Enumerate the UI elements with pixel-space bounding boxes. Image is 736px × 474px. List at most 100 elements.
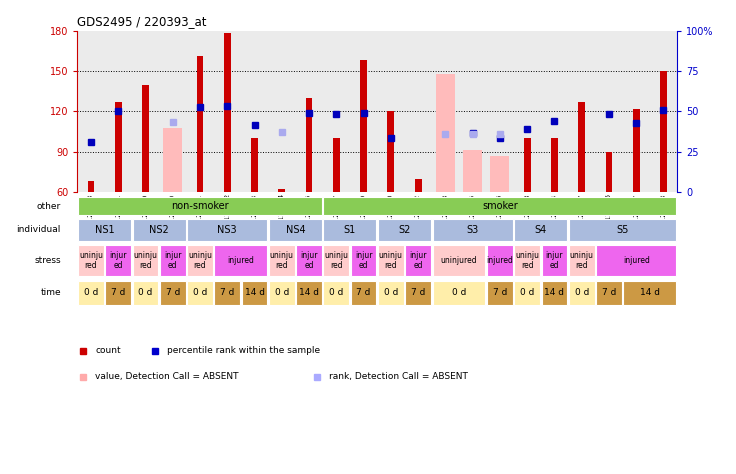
- Text: stress: stress: [35, 256, 61, 265]
- Bar: [436, 74, 455, 192]
- Text: 0 d: 0 d: [329, 288, 344, 297]
- Text: 7 d: 7 d: [492, 288, 507, 297]
- Text: count: count: [95, 346, 121, 355]
- Bar: [296, 246, 322, 276]
- Bar: [278, 189, 285, 192]
- Text: uninju
red: uninju red: [515, 251, 539, 270]
- Text: non-smoker: non-smoker: [171, 201, 229, 211]
- Text: uninju
red: uninju red: [570, 251, 594, 270]
- Bar: [88, 181, 94, 192]
- Text: 0 d: 0 d: [383, 288, 398, 297]
- Text: 14 d: 14 d: [299, 288, 319, 297]
- Text: S4: S4: [534, 225, 547, 235]
- Text: uninju
red: uninju red: [133, 251, 158, 270]
- Bar: [142, 84, 149, 192]
- Bar: [187, 246, 213, 276]
- Text: individual: individual: [16, 226, 61, 234]
- Text: 14 d: 14 d: [640, 288, 660, 297]
- Text: injur
ed: injur ed: [409, 251, 427, 270]
- Text: S1: S1: [344, 225, 356, 235]
- Text: 14 d: 14 d: [545, 288, 565, 297]
- Bar: [360, 60, 367, 192]
- Bar: [105, 246, 131, 276]
- Text: smoker: smoker: [482, 201, 517, 211]
- Text: uninju
red: uninju red: [79, 251, 103, 270]
- Bar: [305, 98, 313, 192]
- Text: uninju
red: uninju red: [188, 251, 212, 270]
- Text: injured: injured: [623, 256, 650, 265]
- Bar: [241, 281, 267, 305]
- Bar: [406, 246, 431, 276]
- Bar: [514, 281, 540, 305]
- Text: injured: injured: [227, 256, 255, 265]
- Bar: [569, 246, 595, 276]
- Bar: [160, 281, 185, 305]
- Text: time: time: [40, 288, 61, 297]
- Bar: [514, 219, 567, 241]
- Bar: [596, 281, 622, 305]
- Bar: [132, 246, 158, 276]
- Bar: [214, 246, 267, 276]
- Text: other: other: [37, 202, 61, 210]
- Bar: [387, 111, 394, 192]
- Text: 7 d: 7 d: [411, 288, 425, 297]
- Text: injured: injured: [486, 256, 513, 265]
- Text: 0 d: 0 d: [452, 288, 466, 297]
- Text: 7 d: 7 d: [356, 288, 371, 297]
- Bar: [406, 281, 431, 305]
- Bar: [269, 219, 322, 241]
- Bar: [78, 219, 131, 241]
- Text: GDS2495 / 220393_at: GDS2495 / 220393_at: [77, 15, 207, 28]
- Bar: [324, 246, 349, 276]
- Bar: [414, 179, 422, 192]
- Bar: [296, 281, 322, 305]
- Text: injur
ed: injur ed: [355, 251, 372, 270]
- Text: S3: S3: [467, 225, 478, 235]
- Bar: [224, 34, 230, 192]
- Bar: [606, 152, 612, 192]
- Bar: [78, 281, 104, 305]
- Bar: [351, 281, 376, 305]
- Text: NS2: NS2: [149, 225, 169, 235]
- Bar: [269, 281, 294, 305]
- Text: injur
ed: injur ed: [164, 251, 182, 270]
- Bar: [623, 281, 676, 305]
- Bar: [524, 138, 531, 192]
- Bar: [433, 281, 486, 305]
- Bar: [187, 219, 267, 241]
- Text: 0 d: 0 d: [84, 288, 98, 297]
- Text: S5: S5: [617, 225, 629, 235]
- Text: uninju
red: uninju red: [379, 251, 403, 270]
- Bar: [105, 281, 131, 305]
- Text: 0 d: 0 d: [520, 288, 534, 297]
- Bar: [378, 219, 431, 241]
- Text: NS4: NS4: [286, 225, 305, 235]
- Bar: [433, 246, 486, 276]
- Text: NS3: NS3: [217, 225, 237, 235]
- Text: NS1: NS1: [95, 225, 114, 235]
- Bar: [542, 281, 567, 305]
- Bar: [324, 198, 676, 215]
- Text: value, Detection Call = ABSENT: value, Detection Call = ABSENT: [95, 373, 238, 381]
- Text: 14 d: 14 d: [244, 288, 264, 297]
- Text: injur
ed: injur ed: [300, 251, 318, 270]
- Bar: [433, 219, 513, 241]
- Text: 7 d: 7 d: [166, 288, 180, 297]
- Bar: [333, 138, 340, 192]
- Bar: [660, 71, 667, 192]
- Bar: [578, 102, 585, 192]
- Bar: [542, 246, 567, 276]
- Bar: [487, 246, 513, 276]
- Bar: [78, 198, 322, 215]
- Text: 0 d: 0 d: [138, 288, 152, 297]
- Text: 0 d: 0 d: [275, 288, 289, 297]
- Text: injur
ed: injur ed: [545, 251, 563, 270]
- Text: injur
ed: injur ed: [110, 251, 127, 270]
- Bar: [569, 281, 595, 305]
- Text: 7 d: 7 d: [602, 288, 616, 297]
- Text: uninju
red: uninju red: [270, 251, 294, 270]
- Bar: [596, 246, 676, 276]
- Bar: [351, 246, 376, 276]
- Bar: [187, 281, 213, 305]
- Text: S2: S2: [398, 225, 411, 235]
